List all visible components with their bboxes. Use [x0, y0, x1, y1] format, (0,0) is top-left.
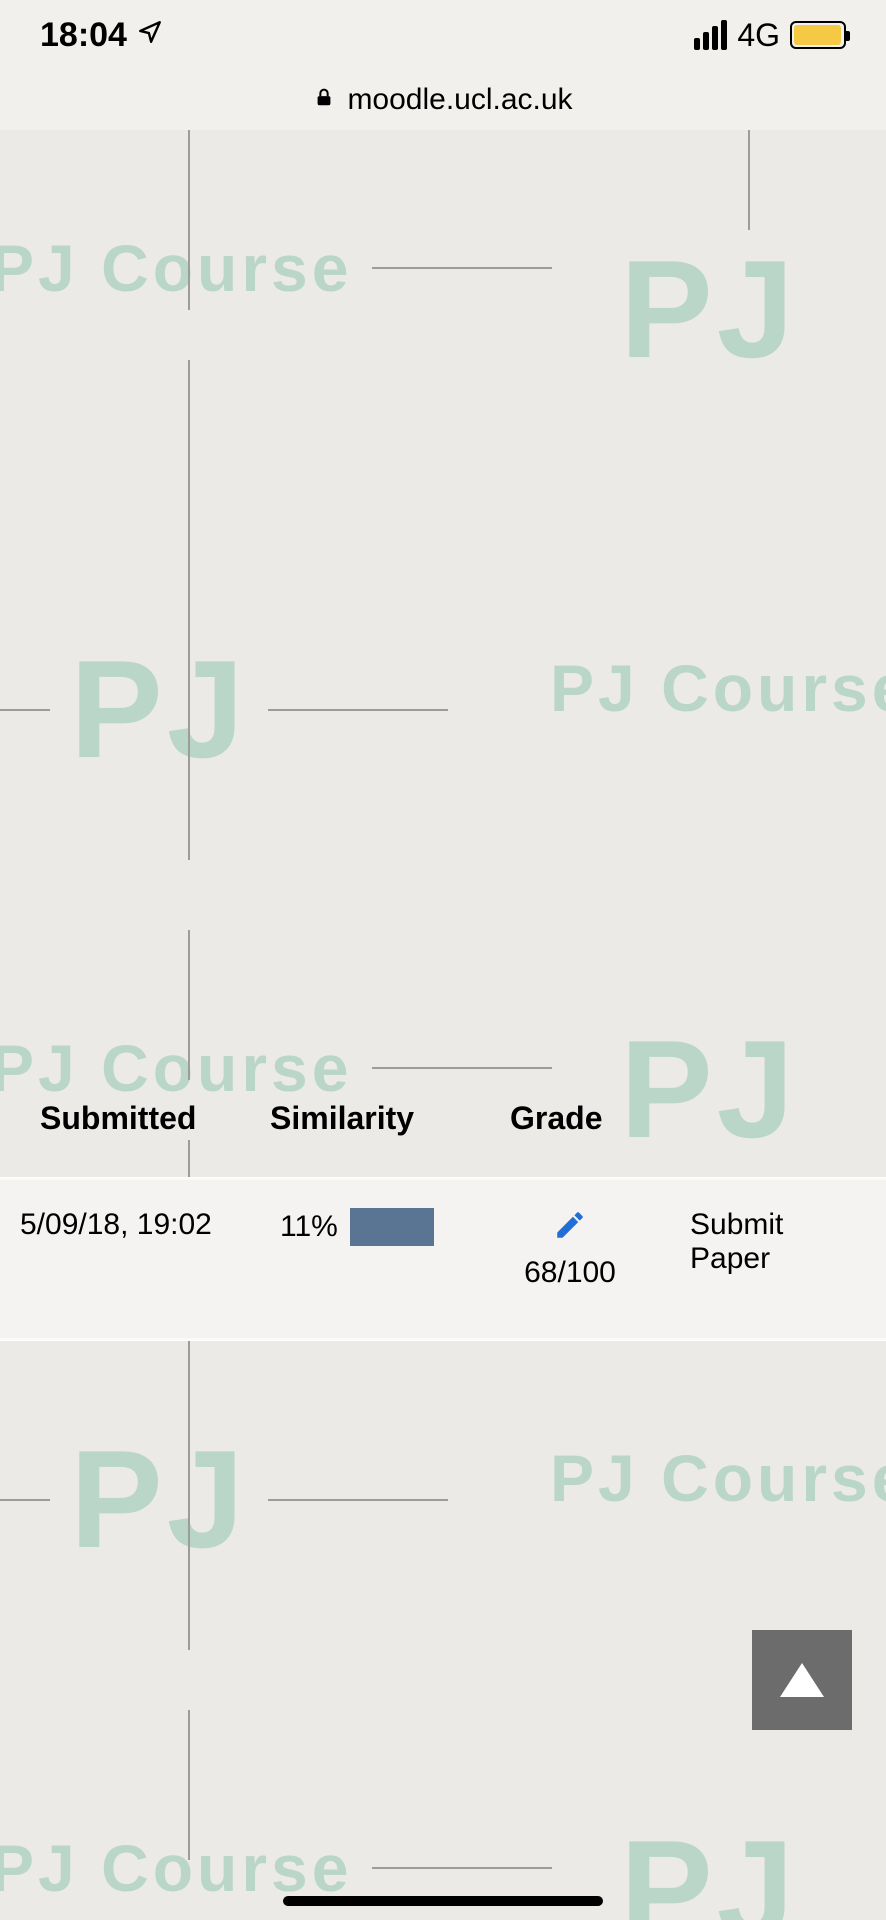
submit-paper-link[interactable]: Submit Paper — [660, 1208, 866, 1276]
watermark: PJ Course — [0, 1830, 552, 1906]
chevron-up-icon — [780, 1663, 824, 1697]
submission-table: Submitted Similarity Grade 5/09/18, 19:0… — [0, 1080, 886, 1341]
cell-grade: 68/100 — [470, 1208, 650, 1290]
watermark: PJ — [0, 1420, 448, 1580]
status-time: 18:04 — [40, 16, 127, 55]
browser-url-text: moodle.ucl.ac.uk — [347, 83, 572, 117]
scroll-to-top-button[interactable] — [752, 1630, 852, 1730]
col-header-grade[interactable]: Grade — [470, 1100, 650, 1137]
status-right: 4G — [694, 17, 846, 54]
status-bar: 18:04 4G — [0, 0, 886, 70]
cell-similarity[interactable]: 11% — [260, 1208, 460, 1246]
watermark: PJ — [620, 1810, 798, 1920]
watermark: PJ Course — [0, 230, 552, 306]
browser-url-bar[interactable]: moodle.ucl.ac.uk — [0, 70, 886, 130]
status-left: 18:04 — [40, 16, 163, 55]
battery-icon — [790, 21, 846, 49]
lock-icon — [313, 85, 335, 116]
cell-submitted-date: 5/09/18, 19:02 — [20, 1208, 250, 1242]
watermark: PJ Course — [550, 1440, 886, 1516]
pencil-icon[interactable] — [553, 1208, 587, 1250]
watermark: PJ Course — [550, 650, 886, 726]
col-header-submitted[interactable]: Submitted — [20, 1100, 250, 1137]
watermark: PJ — [620, 230, 798, 390]
col-header-similarity[interactable]: Similarity — [260, 1100, 460, 1137]
signal-bars-icon — [694, 20, 727, 50]
table-row: 5/09/18, 19:02 11% 68/100 Submit Paper — [0, 1177, 886, 1341]
home-indicator — [283, 1896, 603, 1906]
grade-value: 68/100 — [524, 1256, 616, 1290]
table-header-row: Submitted Similarity Grade — [0, 1080, 886, 1177]
location-arrow-icon — [137, 19, 163, 52]
battery-fill — [794, 25, 841, 45]
page-content[interactable]: PJ Course PJ PJ PJ Course PJ Course PJ P… — [0, 130, 886, 1920]
similarity-swatch — [350, 1208, 434, 1246]
network-type: 4G — [737, 17, 780, 54]
watermark: PJ — [0, 630, 448, 790]
similarity-percent: 11% — [280, 1210, 338, 1244]
